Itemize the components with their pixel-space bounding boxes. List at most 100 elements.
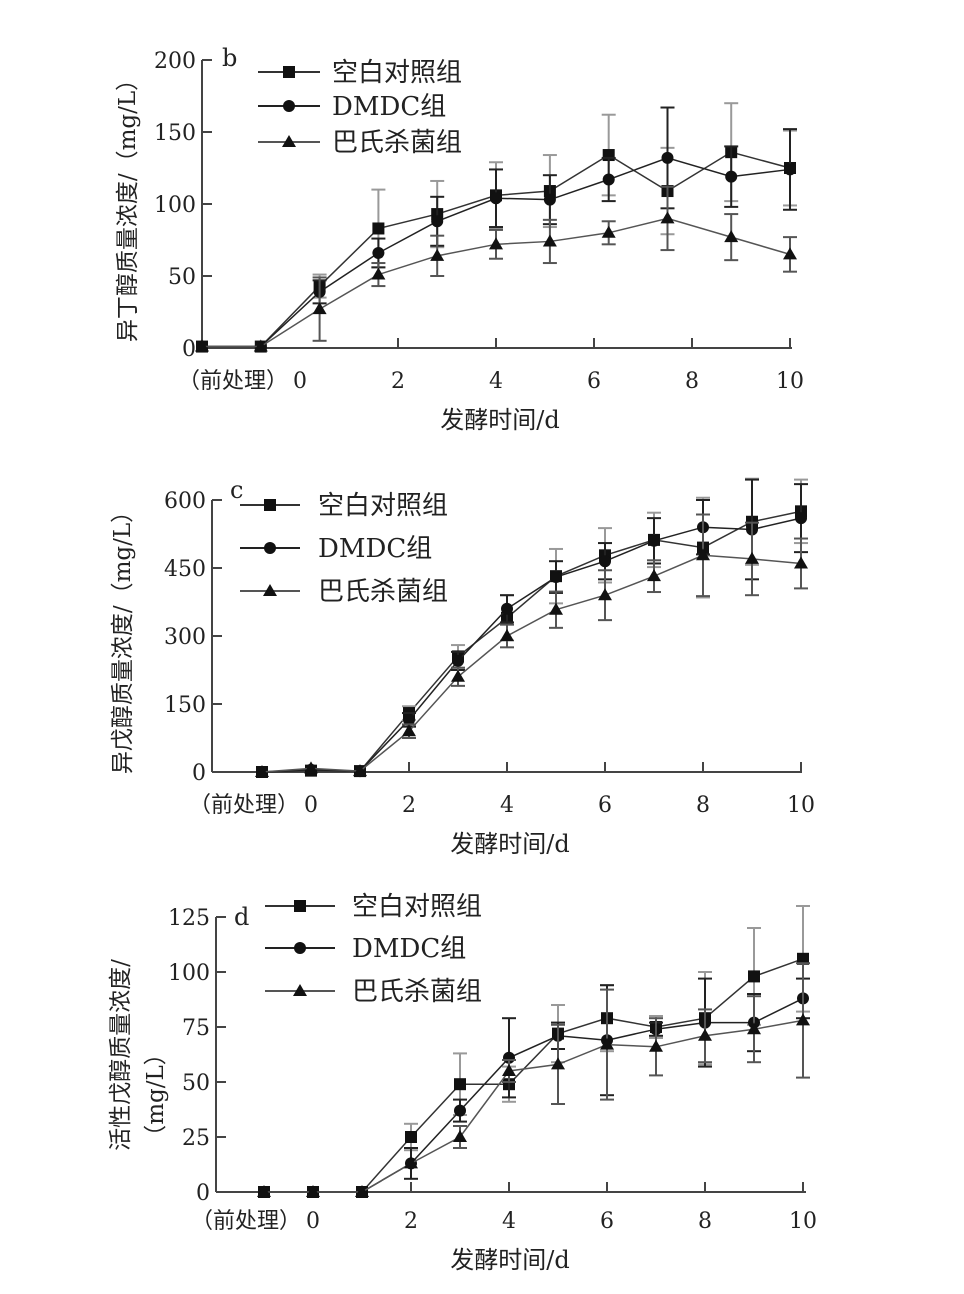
data-point xyxy=(725,170,738,183)
data-point xyxy=(257,1185,271,1197)
series-square xyxy=(258,905,810,1198)
data-point xyxy=(312,302,327,315)
x-tick-label: 2 xyxy=(404,1209,418,1234)
legend-marker xyxy=(294,942,306,954)
x-tick-label: 0 xyxy=(306,1209,320,1234)
x-tick-label: 8 xyxy=(696,793,710,818)
legend-label: DMDC组 xyxy=(332,92,446,122)
x-tick-label: 2 xyxy=(391,369,405,394)
data-point xyxy=(405,1131,417,1143)
x-tick-label: 8 xyxy=(698,1209,712,1234)
panel-letter: c xyxy=(230,476,243,504)
legend-label: DMDC组 xyxy=(318,534,432,564)
y-axis-title: 异戊醇质量浓度/（mg/L） xyxy=(110,500,136,774)
data-point xyxy=(745,551,759,564)
panel-d: 0 25 50 75 100 125 0 2 4 6 8 10 （前处理） 发酵时间/d 活性戊醇质量浓度/… xyxy=(108,892,817,1274)
legend-label: 空白对照组 xyxy=(318,491,448,521)
series-line xyxy=(264,997,804,1193)
y-tick-label: 0 xyxy=(192,761,206,786)
data-point xyxy=(453,1130,467,1142)
y-tick-label: 300 xyxy=(164,625,206,650)
data-point xyxy=(430,248,445,261)
x-tick-label: 10 xyxy=(789,1209,817,1234)
y-tick-label: 150 xyxy=(164,693,206,718)
y-axis-title: 活性戊醇质量浓度/ xyxy=(108,959,134,1151)
panel-c: 0 150 300 450 600 0 2 4 6 8 10 （前处理） 发酵时间/d 异戊醇质量浓度/（… xyxy=(110,476,815,858)
x-tick-label: 10 xyxy=(776,369,804,394)
series-triangle xyxy=(195,185,797,352)
data-point xyxy=(195,339,209,352)
y-tick-label: 50 xyxy=(168,265,196,290)
y-tick-label: 450 xyxy=(164,557,206,582)
x-axis-title: 发酵时间/d xyxy=(450,830,569,858)
data-point xyxy=(602,173,615,186)
data-point xyxy=(549,602,563,615)
data-point xyxy=(452,654,464,667)
y-tick-label: 75 xyxy=(182,1016,210,1041)
data-point xyxy=(601,225,616,238)
y-tick-label: 0 xyxy=(182,337,196,362)
data-point xyxy=(306,1185,320,1197)
x-tick-label: 4 xyxy=(502,1209,516,1234)
panel-letter: b xyxy=(222,44,237,72)
x-tick-label: 6 xyxy=(598,793,612,818)
x-tick-label: 10 xyxy=(787,793,815,818)
series-triangle xyxy=(255,513,808,777)
legend-marker xyxy=(282,135,296,147)
y-tick-label: 100 xyxy=(154,193,196,218)
panel-letter: d xyxy=(234,903,249,931)
data-point xyxy=(660,211,675,224)
data-point xyxy=(551,1057,565,1070)
x-tick-label: 4 xyxy=(489,369,503,394)
y-tick-label: 0 xyxy=(196,1181,210,1206)
x-tick-label: 4 xyxy=(500,793,514,818)
data-point xyxy=(748,970,760,983)
data-point xyxy=(371,267,386,280)
data-point xyxy=(451,669,465,682)
data-point xyxy=(648,534,660,547)
y-tick-label: 25 xyxy=(182,1126,210,1151)
pretreatment-label: （前处理） xyxy=(191,1209,301,1234)
data-point xyxy=(647,569,661,582)
y-tick-label: 100 xyxy=(168,961,210,986)
y-axis-title: 异丁醇质量浓度/（mg/L） xyxy=(115,68,141,342)
data-point xyxy=(353,764,367,777)
data-point xyxy=(255,765,269,777)
x-tick-label: 0 xyxy=(293,369,307,394)
data-point xyxy=(372,246,385,259)
x-axis-title: 发酵时间/d xyxy=(440,406,559,434)
panel-b: 0 50 100 150 200 0 2 4 6 8 10 （前处理） 发酵时间/d 异丁醇质量浓度/（m… xyxy=(115,44,804,434)
data-point xyxy=(698,1028,712,1041)
data-point xyxy=(600,1037,614,1050)
data-point xyxy=(355,1185,369,1197)
legend-label: 巴氏杀菌组 xyxy=(332,128,462,158)
data-point xyxy=(372,222,385,235)
data-point xyxy=(431,215,444,228)
legend-marker xyxy=(283,100,295,112)
legend-label: 巴氏杀菌组 xyxy=(318,577,448,607)
x-tick-label: 8 xyxy=(685,369,699,394)
y-tick-label: 150 xyxy=(154,121,196,146)
data-point xyxy=(304,761,318,774)
data-point xyxy=(696,548,710,561)
data-point xyxy=(795,512,807,525)
data-point xyxy=(784,163,796,176)
legend-marker xyxy=(293,984,307,996)
data-point xyxy=(489,237,503,250)
series-line xyxy=(261,554,802,773)
legend-marker xyxy=(263,584,277,596)
legend-label: DMDC组 xyxy=(352,934,466,964)
data-point xyxy=(550,571,562,584)
series-triangle xyxy=(257,962,810,1197)
x-tick-label: 0 xyxy=(304,793,318,818)
data-point xyxy=(543,193,556,206)
data-point xyxy=(724,230,739,243)
data-point xyxy=(403,713,415,726)
data-point xyxy=(454,1104,466,1117)
data-point xyxy=(797,952,809,965)
data-point xyxy=(502,1064,516,1076)
data-point xyxy=(542,234,557,247)
data-point xyxy=(796,1013,810,1026)
data-point xyxy=(783,247,797,260)
